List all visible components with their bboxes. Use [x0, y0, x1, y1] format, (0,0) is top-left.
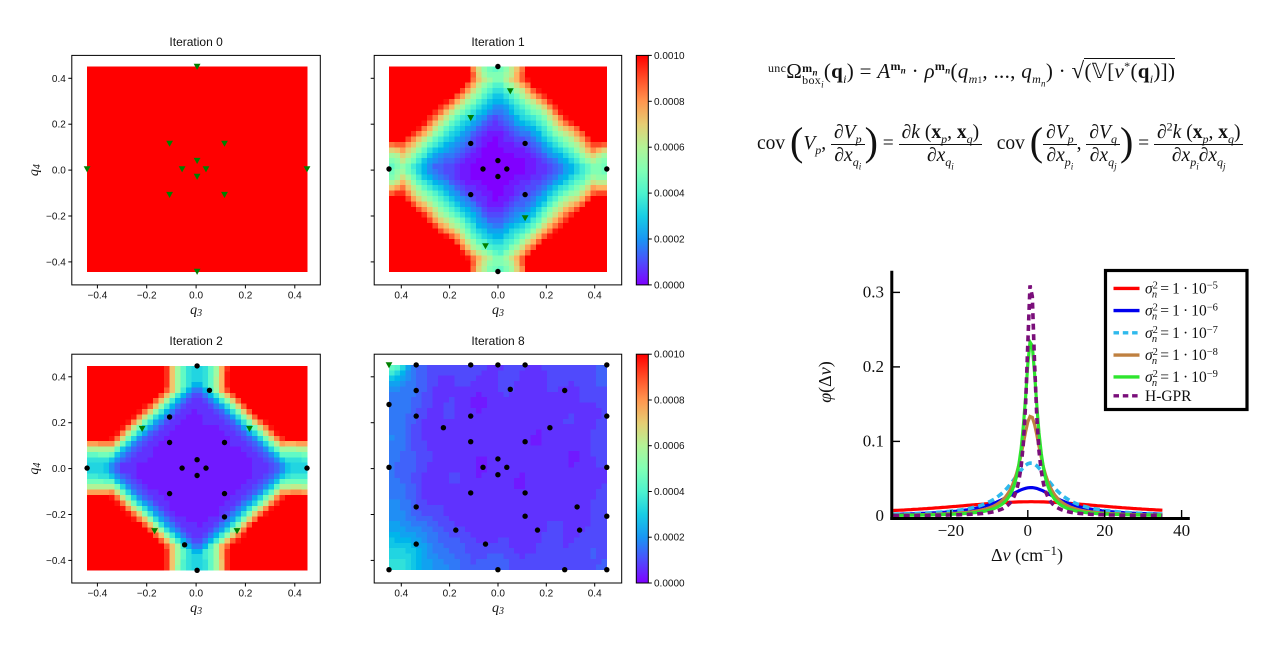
svg-text:0.2: 0.2	[238, 589, 252, 600]
svg-text:20: 20	[1096, 521, 1113, 540]
svg-text:0.2: 0.2	[52, 120, 66, 131]
svg-text:0.0004: 0.0004	[654, 189, 685, 200]
svg-text:0.2: 0.2	[52, 418, 66, 429]
svg-text:0.4: 0.4	[588, 290, 602, 301]
svg-text:Iteration 8: Iteration 8	[471, 334, 525, 348]
svg-text:0.0000: 0.0000	[654, 280, 685, 291]
svg-text:0.0000: 0.0000	[654, 579, 685, 590]
svg-text:0.0004: 0.0004	[654, 487, 685, 498]
svg-text:Iteration 0: Iteration 0	[169, 35, 223, 49]
svg-text:σ2n = 1 · 10−6: σ2 n = 1 · 10−6	[1145, 303, 1218, 323]
svg-text:0.0: 0.0	[189, 290, 203, 301]
svg-text:0.2: 0.2	[539, 290, 553, 301]
svg-text:0.4: 0.4	[588, 589, 602, 600]
svg-text:0.4: 0.4	[288, 290, 302, 301]
svg-text:0.2: 0.2	[863, 357, 884, 376]
svg-text:0.3: 0.3	[863, 282, 884, 301]
svg-text:0.0006: 0.0006	[654, 441, 685, 452]
svg-text:−0.4: −0.4	[46, 257, 66, 268]
svg-text:σ2n = 1 · 10−5: σ2 n = 1 · 10−5	[1145, 280, 1218, 300]
svg-text:0.0010: 0.0010	[654, 350, 685, 361]
svg-text:0.4: 0.4	[52, 372, 66, 383]
svg-text:0.4: 0.4	[394, 589, 408, 600]
svg-text:σ2n = 1 · 10−8: σ2 n = 1 · 10−8	[1145, 347, 1218, 367]
svg-text:−0.4: −0.4	[46, 556, 66, 567]
svg-text:0.2: 0.2	[443, 290, 457, 301]
svg-text:H-GPR: H-GPR	[1145, 388, 1192, 405]
svg-text:0.0: 0.0	[491, 290, 505, 301]
svg-text:−20: −20	[938, 521, 965, 540]
svg-text:0.0008: 0.0008	[654, 396, 685, 407]
svg-text:0.2: 0.2	[443, 589, 457, 600]
svg-text:−0.4: −0.4	[88, 589, 108, 600]
svg-text:0.0: 0.0	[491, 589, 505, 600]
svg-text:0.0006: 0.0006	[654, 143, 685, 154]
svg-text:0.1: 0.1	[863, 431, 884, 450]
svg-text:0.0: 0.0	[52, 464, 66, 475]
svg-text:Iteration 2: Iteration 2	[169, 334, 223, 348]
svg-text:σ2n = 1 · 10−9: σ2 n = 1 · 10−9	[1145, 369, 1218, 389]
svg-text:σ2n = 1 · 10−7: σ2 n = 1 · 10−7	[1145, 325, 1218, 345]
svg-text:0.0002: 0.0002	[654, 235, 685, 246]
svg-text:0.2: 0.2	[539, 589, 553, 600]
svg-text:−0.4: −0.4	[88, 290, 108, 301]
svg-text:0.4: 0.4	[52, 74, 66, 85]
svg-text:Δν (cm−1): Δν (cm−1)	[991, 543, 1063, 566]
svg-text:0.0010: 0.0010	[654, 51, 685, 62]
svg-text:0: 0	[1024, 521, 1033, 540]
svg-text:Iteration 1: Iteration 1	[471, 35, 525, 49]
svg-text:40: 40	[1173, 521, 1190, 540]
svg-text:0.4: 0.4	[394, 290, 408, 301]
svg-text:−0.2: −0.2	[46, 510, 66, 521]
svg-text:0.4: 0.4	[288, 589, 302, 600]
svg-text:0.2: 0.2	[238, 290, 252, 301]
svg-text:0.0: 0.0	[189, 589, 203, 600]
svg-text:φ(Δν): φ(Δν)	[815, 361, 836, 403]
svg-text:0: 0	[876, 506, 885, 525]
svg-text:−0.2: −0.2	[137, 589, 157, 600]
svg-text:0.0008: 0.0008	[654, 97, 685, 108]
svg-text:−0.2: −0.2	[46, 212, 66, 223]
svg-text:−0.2: −0.2	[137, 290, 157, 301]
svg-text:0.0002: 0.0002	[654, 533, 685, 544]
svg-text:0.0: 0.0	[52, 166, 66, 177]
